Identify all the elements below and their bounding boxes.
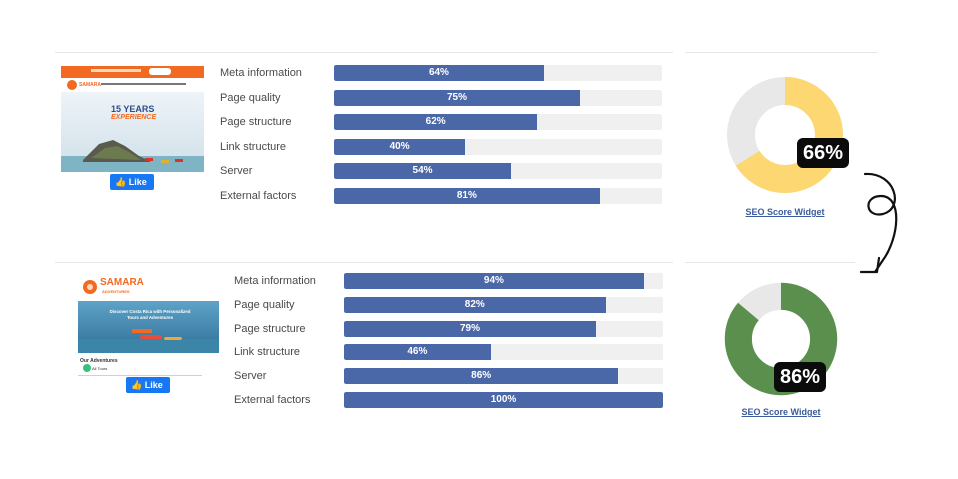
donut-score-arc xyxy=(727,77,843,193)
metric-fill xyxy=(344,296,606,313)
metric-value: 64% xyxy=(428,67,449,78)
metric-label: Page quality xyxy=(220,91,281,104)
metric-fill xyxy=(344,320,596,337)
before-thumb-logo: SAMARA xyxy=(79,82,101,88)
before-metric-row: Server 54% xyxy=(220,163,665,188)
before-metric-row: Meta information 64% xyxy=(220,65,665,90)
metric-label: Meta information xyxy=(220,67,302,79)
metric-value: 75% xyxy=(446,91,467,103)
metric-label: Link structure xyxy=(220,140,287,153)
metric-value: 81% xyxy=(456,189,477,201)
before-metric-row: Link structure 40% xyxy=(220,138,665,164)
after-score-badge: 86% xyxy=(774,362,827,392)
after-thumb-logo-sub: ADVENTURES xyxy=(102,289,130,294)
metric-track: 79% xyxy=(344,320,663,337)
metric-track: 64% xyxy=(334,65,662,81)
metric-label: External factors xyxy=(220,189,297,202)
metric-label: Server xyxy=(234,370,267,383)
before-website-thumbnail[interactable]: 15 YEARS EXPERIENCE SAMARA xyxy=(61,66,204,190)
before-thumb-headline: 15 YEARS xyxy=(111,104,155,114)
metric-value: 82% xyxy=(464,298,485,310)
metric-fill xyxy=(334,65,544,81)
top-divider-right xyxy=(685,52,878,53)
metric-track: 62% xyxy=(334,114,662,130)
metric-track: 54% xyxy=(334,163,662,179)
before-thumb-subheadline: EXPERIENCE xyxy=(111,114,157,121)
after-score-donut-box: 86% xyxy=(718,276,844,402)
metric-label: Page structure xyxy=(220,116,292,128)
after-metric-row: Meta information 94% xyxy=(234,273,669,297)
metric-label: Link structure xyxy=(234,346,301,359)
thumbs-up-icon: 👍 xyxy=(131,380,143,390)
metric-label: External factors xyxy=(234,393,311,406)
after-like-label: Like xyxy=(144,380,163,390)
after-thumb-tab: All Tours xyxy=(92,366,108,371)
after-metric-row: Server 86% xyxy=(234,368,669,392)
after-seo-widget-link[interactable]: SEO Score Widget xyxy=(741,407,821,417)
metric-label: Page quality xyxy=(234,298,295,311)
metric-value: 46% xyxy=(407,346,428,358)
metric-value: 62% xyxy=(425,116,446,127)
before-metric-row: External factors 81% xyxy=(220,187,665,213)
metric-fill xyxy=(334,114,538,130)
before-like-button[interactable]: 👍 Like xyxy=(110,174,154,190)
before-seo-widget: 66% SEO Score Widget xyxy=(720,70,850,217)
after-website-screenshot xyxy=(78,269,219,381)
before-score-donut-box: 66% xyxy=(720,70,850,200)
metric-track: 86% xyxy=(344,368,663,385)
after-seo-widget: 86% SEO Score Widget xyxy=(718,276,844,417)
thumbs-up-icon: 👍 xyxy=(115,177,127,187)
metric-track: 75% xyxy=(334,89,662,106)
metric-value: 79% xyxy=(459,322,480,334)
metric-value: 54% xyxy=(412,165,433,176)
metric-track: 94% xyxy=(344,273,663,289)
metric-fill xyxy=(334,163,512,179)
after-thumb-hero-title: Discover Costa Rica with Personalized To… xyxy=(109,309,191,320)
middle-divider-left xyxy=(55,262,673,263)
after-metric-row: External factors 100% xyxy=(234,391,669,416)
before-like-label: Like xyxy=(128,177,147,187)
after-metric-row: Link structure 46% xyxy=(234,344,669,368)
metric-label: Server xyxy=(220,165,253,177)
metric-value: 86% xyxy=(471,370,492,382)
before-metric-row: Page quality 75% xyxy=(220,89,665,115)
metric-fill xyxy=(334,138,466,155)
metric-value: 40% xyxy=(389,140,410,152)
after-like-button[interactable]: 👍 Like xyxy=(126,377,170,393)
before-metric-row: Page structure 62% xyxy=(220,114,665,139)
metric-fill xyxy=(344,391,663,408)
metric-fill xyxy=(344,344,491,361)
top-divider-left xyxy=(55,52,673,53)
metric-fill xyxy=(344,368,619,385)
after-thumb-logo: SAMARA xyxy=(100,277,144,288)
metric-track: 40% xyxy=(334,138,662,155)
after-metrics: Meta information 94% Page quality 82% Pa… xyxy=(234,273,669,416)
metric-fill xyxy=(334,187,600,204)
metric-value: 100% xyxy=(490,393,517,405)
before-score-donut xyxy=(727,77,843,193)
metric-fill xyxy=(344,273,644,289)
curly-arrow-icon xyxy=(859,172,898,274)
metric-fill xyxy=(334,89,580,106)
metric-track: 81% xyxy=(334,187,662,204)
metric-track: 46% xyxy=(344,344,663,361)
after-thumb-section-title: Our Adventures xyxy=(80,358,118,364)
metric-label: Meta information xyxy=(234,275,316,287)
metric-track: 82% xyxy=(344,296,663,313)
metric-value: 94% xyxy=(483,275,504,286)
before-website-screenshot xyxy=(61,66,204,190)
metric-label: Page structure xyxy=(234,322,306,335)
after-metric-row: Page structure 79% xyxy=(234,320,669,345)
before-metrics: Meta information 64% Page quality 75% Pa… xyxy=(220,65,665,212)
before-score-badge: 66% xyxy=(797,138,850,168)
before-seo-widget-link[interactable]: SEO Score Widget xyxy=(745,207,825,217)
metric-track: 100% xyxy=(344,391,663,408)
after-website-thumbnail[interactable]: SAMARA ADVENTURES Discover Costa Rica wi… xyxy=(78,269,219,381)
after-metric-row: Page quality 82% xyxy=(234,296,669,321)
middle-divider-right xyxy=(685,262,855,263)
